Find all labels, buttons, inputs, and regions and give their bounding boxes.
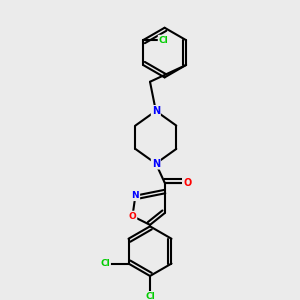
Text: N: N [152,106,160,116]
Text: N: N [132,191,139,200]
Text: Cl: Cl [159,36,168,45]
Text: O: O [183,178,191,188]
Text: Cl: Cl [145,292,155,300]
Text: O: O [129,212,136,220]
Text: Cl: Cl [100,259,110,268]
Text: N: N [152,158,160,169]
